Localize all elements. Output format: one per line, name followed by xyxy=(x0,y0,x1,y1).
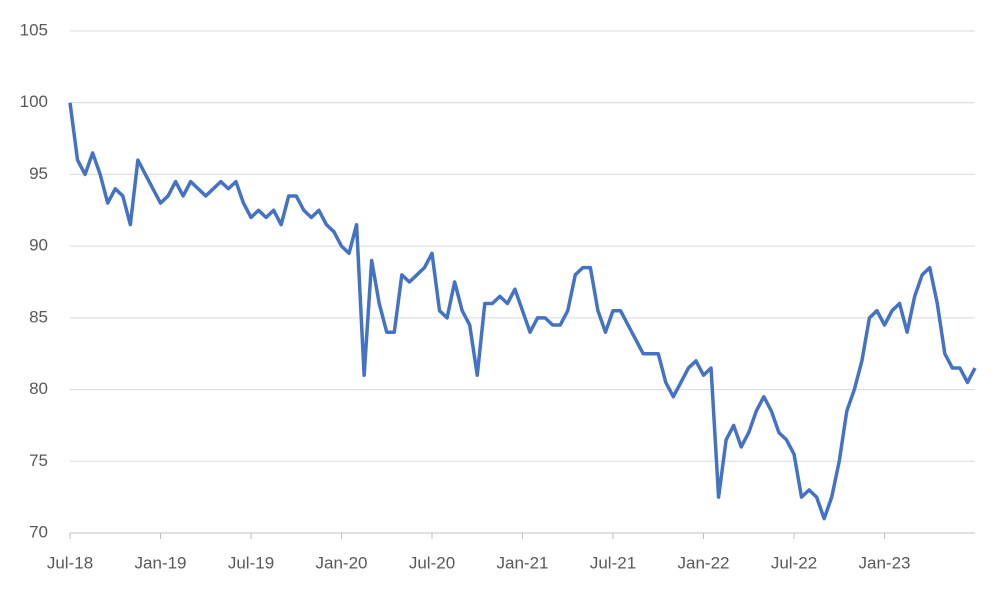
y-tick-label: 105 xyxy=(20,20,48,39)
x-tick-label: Jul-20 xyxy=(409,553,455,572)
x-tick-label: Jul-18 xyxy=(47,553,93,572)
x-tick-label: Jan-20 xyxy=(316,553,368,572)
y-tick-label: 85 xyxy=(29,307,48,326)
x-tick-label: Jan-21 xyxy=(497,553,549,572)
data-line xyxy=(68,102,977,521)
x-tick-label: Jan-23 xyxy=(859,553,911,572)
x-tick-label: Jan-22 xyxy=(678,553,730,572)
y-tick-label: 70 xyxy=(29,522,48,541)
x-tick-label: Jan-19 xyxy=(135,553,187,572)
y-tick-label: 80 xyxy=(29,379,48,398)
x-tick-label: Jul-22 xyxy=(771,553,817,572)
y-tick-label: 75 xyxy=(29,451,48,470)
x-tick-label: Jul-21 xyxy=(590,553,636,572)
x-tick-label: Jul-19 xyxy=(228,553,274,572)
y-tick-label: 100 xyxy=(20,92,48,111)
y-tick-label: 90 xyxy=(29,236,48,255)
y-tick-label: 95 xyxy=(29,164,48,183)
